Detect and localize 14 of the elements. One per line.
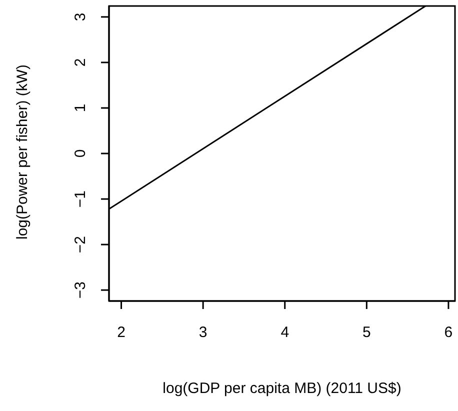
x-tick-label: 3 bbox=[198, 324, 208, 341]
y-tick-label: 0 bbox=[72, 149, 89, 158]
y-tick-label: −2 bbox=[72, 236, 89, 254]
y-axis-title: log(Power per fisher) (kW) bbox=[14, 64, 31, 240]
y-tick-label: 2 bbox=[72, 58, 89, 67]
x-tick-label: 2 bbox=[117, 324, 126, 341]
y-tick-label: 3 bbox=[72, 12, 89, 22]
y-tick-label: −3 bbox=[72, 282, 89, 299]
x-axis-title: log(GDP per capita MB) (2011 US$) bbox=[162, 380, 402, 397]
y-tick-label: 1 bbox=[72, 104, 89, 112]
x-tick-label: 4 bbox=[280, 324, 290, 341]
y-tick-label: −1 bbox=[72, 190, 89, 208]
x-tick-label: 5 bbox=[362, 324, 371, 341]
x-tick-label: 6 bbox=[444, 324, 453, 341]
